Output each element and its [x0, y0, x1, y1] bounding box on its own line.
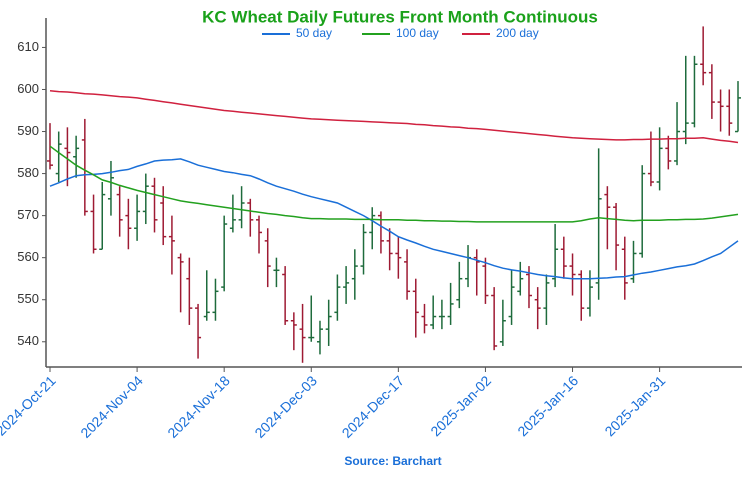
y-tick-label: 550 [17, 291, 39, 306]
y-tick-label: 600 [17, 81, 39, 96]
ma-line [49, 89, 739, 144]
y-tick-label: 580 [17, 165, 39, 180]
x-tick-label: 2024-Nov-04 [77, 372, 146, 441]
ma-line [49, 145, 739, 223]
legend-label: 200 day [496, 26, 539, 40]
y-tick-label: 610 [17, 39, 39, 54]
y-tick-label: 570 [17, 207, 39, 222]
x-tick-label: 2025-Jan-16 [514, 372, 581, 439]
legend-label: 100 day [396, 26, 439, 40]
x-tick-label: 2025-Jan-02 [427, 372, 494, 439]
y-tick-label: 560 [17, 249, 39, 264]
x-tick-label: 2025-Jan-31 [601, 372, 668, 439]
x-tick-label: 2024-Dec-03 [251, 372, 320, 441]
x-tick-label: 2024-Dec-17 [339, 372, 408, 441]
ma-line [49, 158, 739, 280]
x-tick-label: 2024-Oct-21 [0, 372, 59, 438]
y-tick-label: 540 [17, 333, 39, 348]
legend-label: 50 day [296, 26, 332, 40]
source-note: Source: Barchart [344, 454, 441, 468]
y-tick-label: 590 [17, 123, 39, 138]
x-tick-label: 2024-Nov-18 [164, 372, 233, 441]
chart-title: KC Wheat Daily Futures Front Month Conti… [202, 7, 598, 26]
